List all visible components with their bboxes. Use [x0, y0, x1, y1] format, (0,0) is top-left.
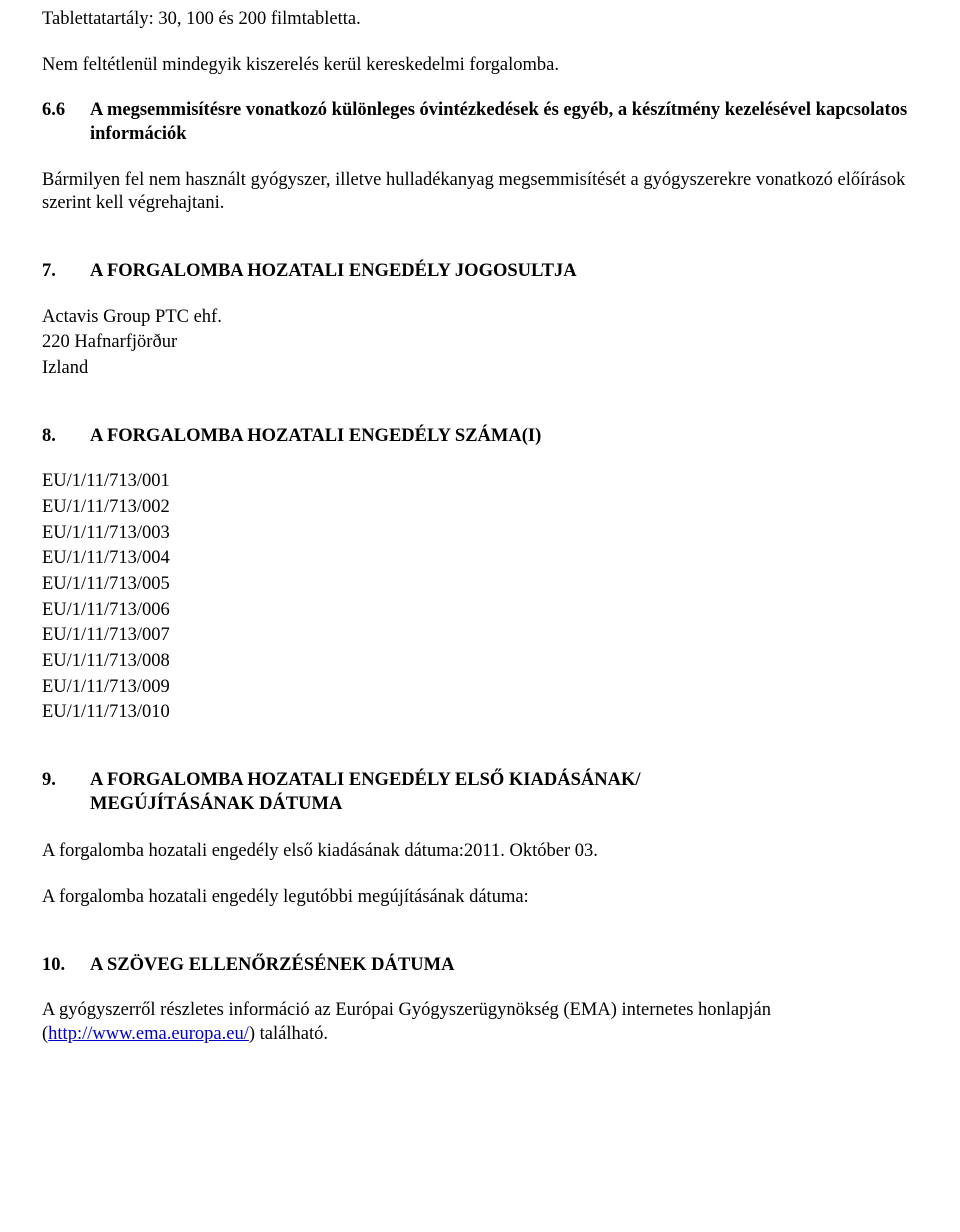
auth-number: EU/1/11/713/010 — [42, 701, 918, 725]
section-10-post: ) található. — [249, 1024, 328, 1044]
section-7-line: 220 Hafnarfjörður — [42, 331, 918, 355]
auth-number: EU/1/11/713/001 — [42, 470, 918, 494]
section-7-heading: 7. A FORGALOMBA HOZATALI ENGEDÉLY JOGOSU… — [42, 260, 918, 284]
ema-link[interactable]: http://www.ema.europa.eu/ — [48, 1024, 249, 1044]
section-8-title: A FORGALOMBA HOZATALI ENGEDÉLY SZÁMA(I) — [90, 425, 918, 449]
section-10-body: A gyógyszerről részletes információ az E… — [42, 999, 918, 1046]
intro-line-2: Nem feltétlenül mindegyik kiszerelés ker… — [42, 54, 918, 78]
section-6-6-title: A megsemmisítésre vonatkozó különleges ó… — [90, 99, 918, 146]
section-9-title-line-2: MEGÚJÍTÁSÁNAK DÁTUMA — [90, 793, 918, 817]
auth-number: EU/1/11/713/002 — [42, 496, 918, 520]
section-7-line: Actavis Group PTC ehf. — [42, 306, 918, 330]
section-7-body: Actavis Group PTC ehf. 220 Hafnarfjörður… — [42, 306, 918, 381]
section-7-title: A FORGALOMBA HOZATALI ENGEDÉLY JOGOSULTJ… — [90, 260, 918, 284]
intro-line-1: Tablettatartály: 30, 100 és 200 filmtabl… — [42, 8, 918, 32]
section-10-title: A SZÖVEG ELLENŐRZÉSÉNEK DÁTUMA — [90, 954, 918, 978]
section-10-number: 10. — [42, 954, 90, 978]
section-9-title-line-1: A FORGALOMBA HOZATALI ENGEDÉLY ELSŐ KIAD… — [90, 769, 918, 793]
section-8-number: 8. — [42, 425, 90, 449]
section-9-number: 9. — [42, 769, 90, 816]
section-6-6-body: Bármilyen fel nem használt gyógyszer, il… — [42, 169, 918, 216]
auth-number: EU/1/11/713/009 — [42, 676, 918, 700]
auth-number: EU/1/11/713/007 — [42, 624, 918, 648]
section-8-numbers: EU/1/11/713/001 EU/1/11/713/002 EU/1/11/… — [42, 470, 918, 725]
section-9-heading: 9. A FORGALOMBA HOZATALI ENGEDÉLY ELSŐ K… — [42, 769, 918, 816]
section-8-heading: 8. A FORGALOMBA HOZATALI ENGEDÉLY SZÁMA(… — [42, 425, 918, 449]
auth-number: EU/1/11/713/005 — [42, 573, 918, 597]
section-6-6-number: 6.6 — [42, 99, 90, 146]
section-7-number: 7. — [42, 260, 90, 284]
auth-number: EU/1/11/713/008 — [42, 650, 918, 674]
auth-number: EU/1/11/713/006 — [42, 599, 918, 623]
section-10-heading: 10. A SZÖVEG ELLENŐRZÉSÉNEK DÁTUMA — [42, 954, 918, 978]
section-6-6-heading: 6.6 A megsemmisítésre vonatkozó különleg… — [42, 99, 918, 146]
auth-number: EU/1/11/713/004 — [42, 547, 918, 571]
section-9-body-1: A forgalomba hozatali engedély első kiad… — [42, 840, 918, 864]
section-7-line: Izland — [42, 357, 918, 381]
auth-number: EU/1/11/713/003 — [42, 522, 918, 546]
section-9-body-2: A forgalomba hozatali engedély legutóbbi… — [42, 886, 918, 910]
